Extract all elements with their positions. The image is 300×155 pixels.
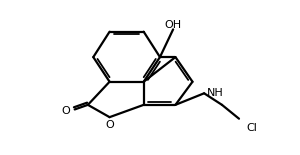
Text: Cl: Cl <box>247 123 258 133</box>
Text: OH: OH <box>165 20 182 30</box>
Text: O: O <box>105 120 114 130</box>
Text: NH: NH <box>206 88 223 97</box>
Text: O: O <box>61 106 70 116</box>
